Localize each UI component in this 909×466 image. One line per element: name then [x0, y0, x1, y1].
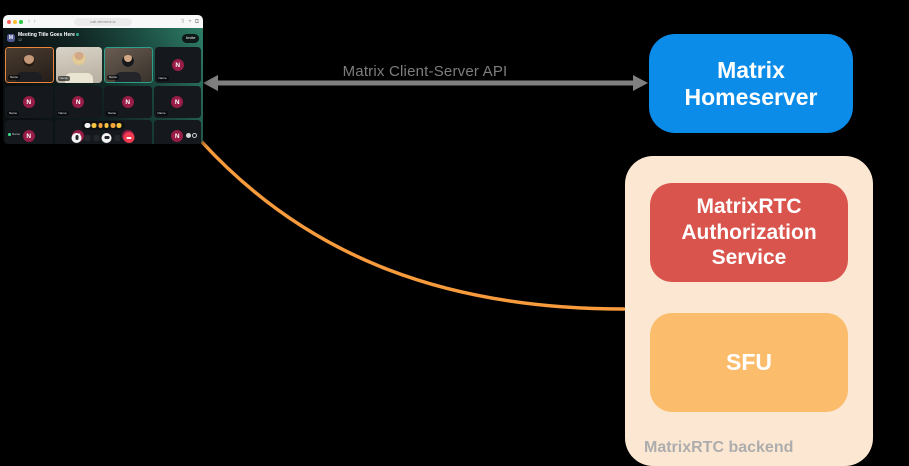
connection-status-icon [192, 133, 197, 138]
participant-name-label: Name [106, 111, 119, 116]
api-arrow-label: Matrix Client-Server API [342, 63, 508, 80]
participant-avatar: N [22, 96, 35, 108]
reaction-emoji-icon[interactable] [91, 123, 97, 128]
share-icon[interactable]: ⇧ [180, 18, 186, 25]
participant-avatar: N [171, 96, 184, 108]
tile-status-icons [185, 133, 197, 138]
new-tab-icon[interactable]: + [188, 18, 192, 25]
video-grid-row: N Name N Name N Name N Name [5, 86, 201, 118]
tab-overview-icon[interactable]: ⧉ [194, 18, 199, 25]
more-options-button[interactable] [114, 134, 121, 141]
close-window-button[interactable] [7, 19, 11, 24]
avatar-tile: N Name [104, 86, 152, 118]
reaction-emoji-icon[interactable] [110, 123, 116, 128]
avatar-tile: N Name [153, 86, 201, 118]
invite-button-label: Invite [185, 35, 196, 40]
reaction-emoji-icon[interactable] [116, 123, 122, 128]
microphone-button[interactable] [71, 132, 82, 143]
participant-name-label: Name [8, 75, 21, 80]
participant-count: 12 [18, 37, 22, 42]
meeting-title: Meeting Title Goes Here [18, 32, 79, 39]
chat-button[interactable] [93, 134, 100, 141]
hangup-button[interactable] [123, 132, 135, 143]
reaction-emoji-icon[interactable] [98, 123, 103, 128]
participant-name-label: Name [156, 76, 169, 81]
participant-name-label: Name [155, 111, 168, 116]
participant-avatar: N [121, 96, 134, 108]
reaction-emoji-icon[interactable] [104, 123, 109, 128]
participant-name-label: Name [7, 111, 20, 116]
sfu-box: SFU [650, 313, 848, 412]
invite-button[interactable]: Invite [182, 33, 199, 43]
participant-avatar: N [72, 96, 85, 108]
address-bar-url: call.element.io [90, 18, 116, 24]
room-avatar: M [7, 34, 15, 42]
avatar-tile: N [153, 120, 201, 144]
participant-avatar: N [171, 130, 184, 142]
speaking-indicator: Name [8, 133, 20, 136]
forward-icon[interactable]: › [33, 18, 36, 25]
avatar-tile: N Name [154, 47, 201, 83]
encryption-badge-icon [75, 33, 79, 37]
hangup-icon [126, 136, 132, 139]
call-header: M Meeting Title Goes Here 12 Invite [3, 28, 203, 45]
avatar-tile: Name N [5, 120, 53, 144]
camera-button[interactable] [101, 132, 112, 143]
rtc-connection-curve [199, 139, 626, 311]
arrowhead-right-icon [633, 75, 648, 91]
call-client-screenshot: ‹ › call.element.io ⇧ + ⧉ M Meeting Titl… [3, 15, 203, 144]
sfu-label: SFU [726, 349, 772, 375]
authorization-service-box: MatrixRTC Authorization Service [650, 183, 848, 282]
arrowhead-left-icon [203, 75, 218, 91]
avatar-tile: N Name [5, 86, 53, 118]
matrix-homeserver-box: Matrix Homeserver [649, 34, 853, 133]
back-icon[interactable]: ‹ [28, 18, 31, 25]
participant-name-label: Name [56, 111, 69, 116]
video-tile: Name [55, 47, 102, 83]
matrix-homeserver-label: Matrix Homeserver [684, 56, 818, 110]
matrixrtc-backend-label: MatrixRTC backend [644, 439, 794, 456]
minimize-window-button[interactable] [13, 19, 17, 24]
video-tile: Name [104, 47, 153, 83]
participant-avatar: N [171, 59, 184, 71]
mute-status-icon [185, 133, 191, 138]
camera-icon [104, 135, 110, 140]
participant-name-label: Name [57, 76, 70, 81]
video-tile-speaker: Name [5, 47, 54, 83]
call-controls [71, 132, 135, 143]
avatar-tile: N Name [54, 86, 102, 118]
microphone-icon [75, 135, 79, 140]
browser-toolbar: ‹ › call.element.io ⇧ + ⧉ [3, 15, 203, 28]
participant-avatar: N [22, 130, 35, 142]
maximize-window-button[interactable] [19, 19, 23, 24]
authorization-service-label: MatrixRTC Authorization Service [681, 195, 817, 270]
participant-name-label: Name [107, 75, 120, 80]
address-bar[interactable]: call.element.io [74, 17, 132, 26]
reactions-bar[interactable] [81, 121, 125, 130]
speaking-dot-icon [8, 133, 11, 136]
call-app-area: M Meeting Title Goes Here 12 Invite Name… [3, 28, 203, 144]
reaction-face-icon[interactable] [84, 122, 91, 129]
video-grid-row: Name Name Name N Name [5, 47, 201, 83]
raise-hand-button[interactable] [84, 134, 91, 141]
